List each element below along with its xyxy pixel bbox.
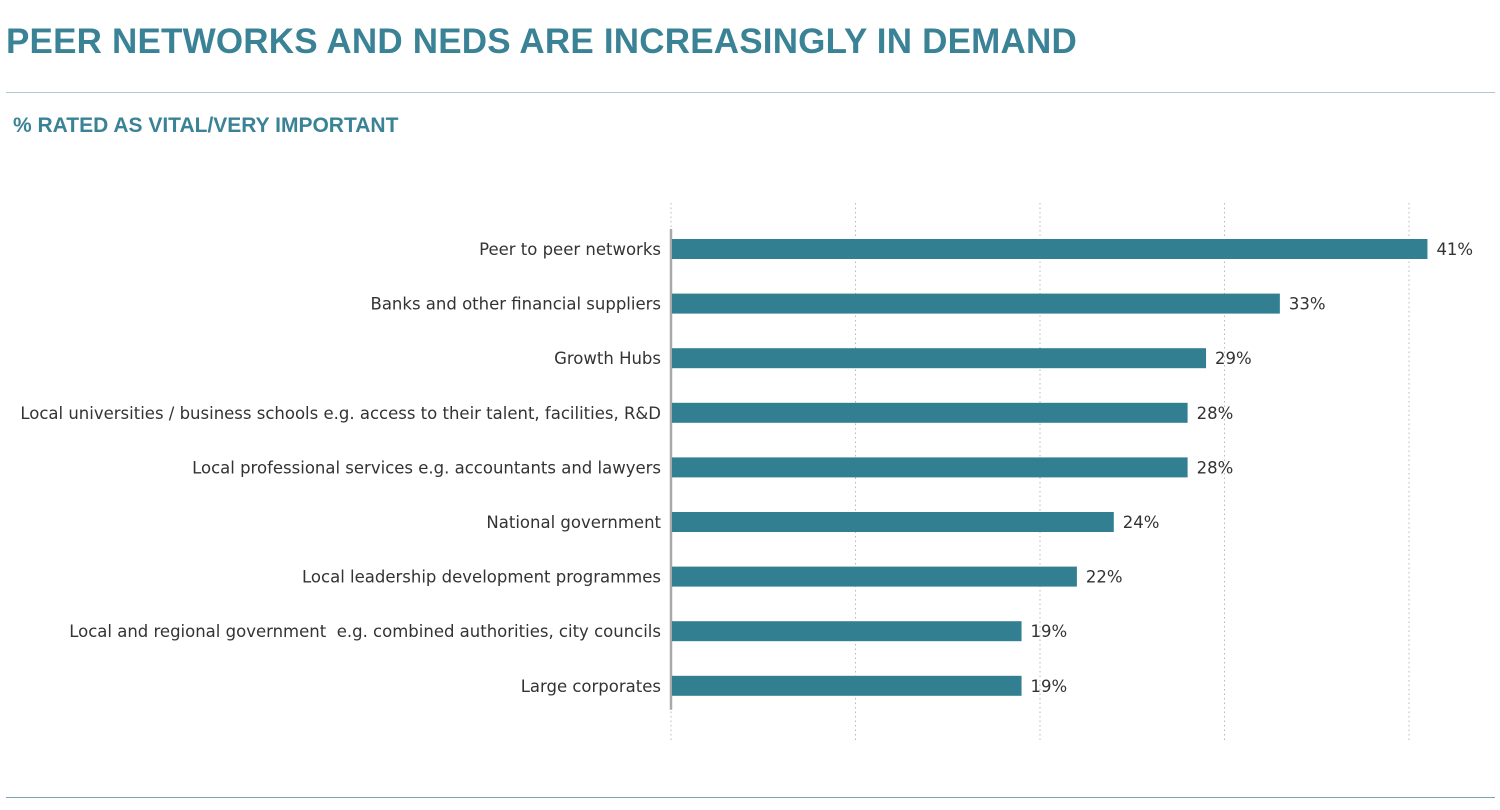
title-divider (6, 92, 1495, 93)
value-label: 24% (1123, 513, 1160, 532)
bar (672, 402, 1188, 423)
category-label: National government (486, 513, 661, 532)
bar (672, 512, 1114, 532)
value-label: 22% (1086, 568, 1123, 587)
bar (672, 293, 1280, 314)
chart-subtitle: % RATED AS VITAL/VERY IMPORTANT (13, 114, 399, 137)
value-label: 41% (1436, 240, 1473, 259)
value-label: 33% (1289, 295, 1326, 314)
value-label: 19% (1031, 622, 1068, 641)
bar (672, 621, 1022, 642)
bar (672, 457, 1188, 478)
bar (672, 348, 1207, 369)
footer-divider (6, 797, 1495, 798)
category-label: Local universities / business schools e.… (20, 404, 661, 423)
category-label: Peer to peer networks (479, 240, 661, 259)
value-label: 19% (1031, 677, 1068, 696)
category-label: Growth Hubs (554, 349, 661, 368)
bar (672, 566, 1077, 587)
category-label: Banks and other financial suppliers (371, 295, 662, 314)
category-label: Local and regional government e.g. combi… (69, 622, 661, 641)
category-label: Local professional services e.g. account… (192, 458, 661, 477)
category-label: Large corporates (521, 677, 661, 696)
value-label: 28% (1197, 458, 1234, 477)
bar (672, 675, 1022, 696)
value-label: 28% (1197, 404, 1234, 423)
category-label: Local leadership development programmes (302, 568, 661, 587)
page-title: PEER NETWORKS AND NEDS ARE INCREASINGLY … (6, 22, 1077, 61)
value-label: 29% (1215, 349, 1252, 368)
bar (672, 239, 1428, 259)
